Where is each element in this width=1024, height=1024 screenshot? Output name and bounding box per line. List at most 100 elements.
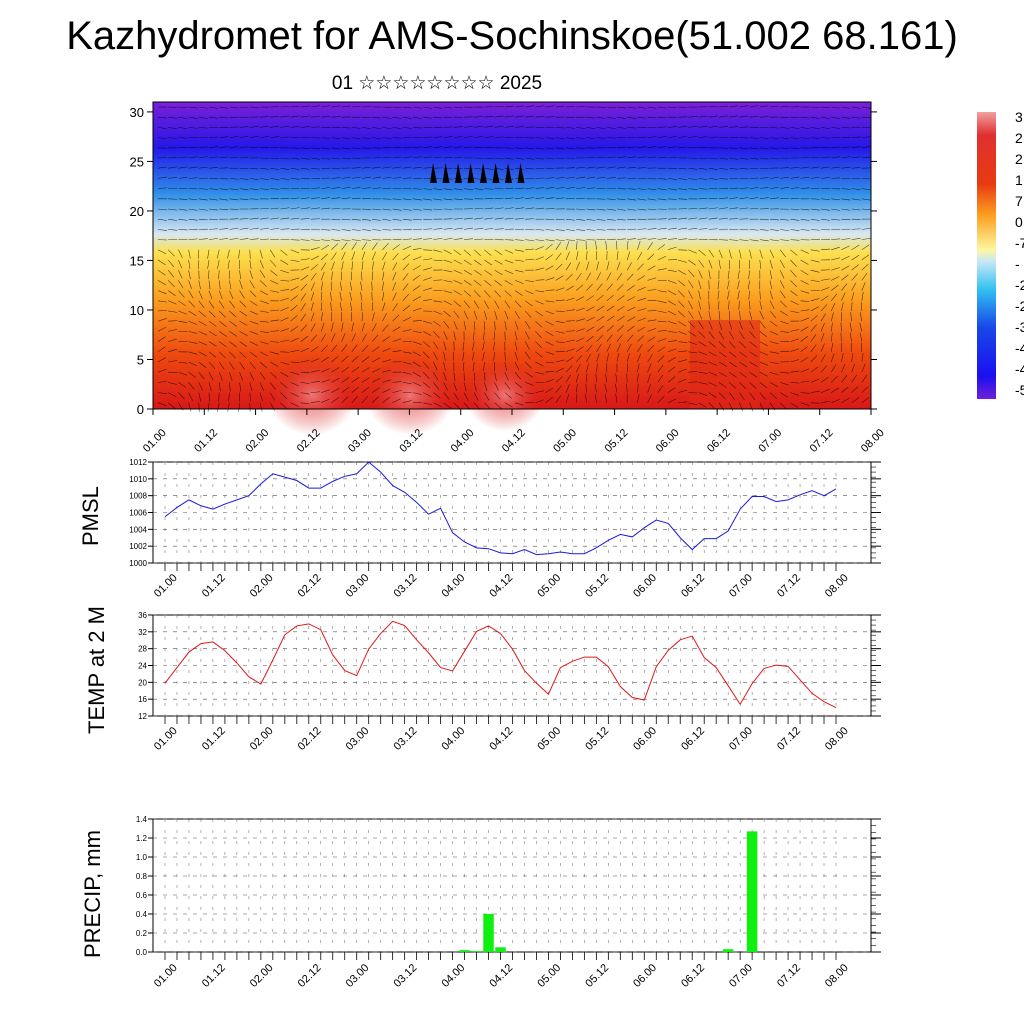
wind-vector bbox=[565, 365, 573, 373]
wind-vector bbox=[831, 257, 840, 261]
wind-vector bbox=[585, 383, 587, 393]
wind-vector bbox=[790, 338, 800, 342]
wind-vector bbox=[749, 402, 754, 412]
wind-vector bbox=[219, 310, 226, 318]
wind-vector bbox=[300, 258, 310, 261]
wind-vector bbox=[514, 105, 524, 108]
wind-vector bbox=[392, 166, 402, 169]
wind-vector bbox=[535, 229, 545, 231]
wind-vector bbox=[678, 188, 688, 191]
wind-vector bbox=[800, 249, 809, 254]
wind-vector bbox=[372, 127, 382, 130]
wind-vector bbox=[565, 309, 575, 312]
wind-vector bbox=[718, 217, 728, 220]
wind-vector bbox=[606, 261, 610, 271]
wind-vector bbox=[596, 261, 599, 271]
wind-vector bbox=[555, 263, 563, 271]
wind-vector bbox=[657, 346, 666, 353]
wind-vector bbox=[219, 237, 229, 240]
wind-vector bbox=[678, 238, 688, 240]
wind-vector bbox=[412, 382, 422, 387]
wind-vector bbox=[157, 290, 167, 295]
wind-vector bbox=[800, 259, 809, 265]
wind-vector bbox=[249, 361, 256, 370]
wind-vector bbox=[718, 321, 723, 330]
wind-vector bbox=[790, 290, 798, 297]
wind-vector bbox=[473, 300, 480, 309]
wind-vector bbox=[239, 218, 249, 220]
wind-vector bbox=[178, 310, 187, 315]
wind-vector bbox=[249, 382, 253, 392]
wind-vector bbox=[678, 280, 686, 287]
wind-vector bbox=[504, 300, 511, 309]
wind-vector bbox=[575, 261, 580, 271]
wind-vector bbox=[759, 371, 768, 377]
wind-vector bbox=[198, 361, 207, 368]
wind-vector bbox=[678, 217, 688, 220]
wind-vector bbox=[678, 178, 688, 180]
wind-vector bbox=[239, 146, 249, 149]
wind-vector bbox=[453, 136, 463, 138]
wind-vector bbox=[780, 167, 790, 169]
wind-vector bbox=[810, 176, 820, 179]
wind-vector bbox=[851, 254, 860, 261]
wind-vector bbox=[759, 208, 769, 210]
wind-vector bbox=[790, 137, 800, 140]
wind-vector bbox=[259, 310, 269, 313]
wind-vector bbox=[392, 326, 401, 332]
wind-vector bbox=[525, 157, 535, 160]
wind-vector bbox=[535, 310, 543, 317]
wind-vector bbox=[463, 249, 471, 256]
precip-bar bbox=[483, 914, 494, 952]
wind-vector bbox=[779, 270, 785, 279]
x-tick-label: 03.12 bbox=[392, 725, 420, 753]
wind-vector bbox=[382, 252, 388, 261]
wind-vector bbox=[321, 207, 331, 210]
wind-vector bbox=[790, 259, 797, 267]
wind-vector bbox=[626, 363, 629, 373]
wind-vector bbox=[280, 392, 288, 400]
wind-vector bbox=[310, 391, 320, 393]
wind-vector bbox=[392, 116, 402, 119]
wind-vector bbox=[606, 198, 616, 200]
y-tick-label: 1.0 bbox=[136, 853, 148, 862]
wind-vector bbox=[698, 259, 705, 268]
wind-vector bbox=[402, 361, 412, 365]
wind-vector bbox=[627, 188, 637, 190]
wind-vector bbox=[239, 136, 249, 138]
wind-vector bbox=[227, 402, 230, 412]
wind-vector bbox=[626, 334, 634, 342]
wind-vector bbox=[321, 137, 331, 139]
wind-vector bbox=[667, 310, 677, 316]
wind-vector bbox=[351, 366, 360, 373]
wind-vector bbox=[280, 361, 290, 365]
wind-vector bbox=[820, 248, 830, 251]
wind-vector bbox=[790, 382, 800, 384]
wind-vector bbox=[780, 106, 790, 108]
y-tick-label: 1006 bbox=[129, 509, 147, 518]
wind-vector bbox=[402, 245, 412, 251]
wind-vector bbox=[259, 217, 269, 220]
wind-vector bbox=[208, 372, 214, 381]
wind-vector bbox=[749, 310, 753, 320]
wind-vector bbox=[759, 402, 765, 411]
wind-vector bbox=[402, 382, 412, 385]
wind-vector bbox=[535, 267, 545, 271]
wind-vector bbox=[178, 290, 185, 298]
wind-vector bbox=[851, 106, 861, 109]
wind-vector bbox=[575, 240, 578, 250]
wind-vector bbox=[851, 146, 861, 149]
wind-vector bbox=[780, 371, 790, 374]
wind-vector bbox=[198, 198, 208, 201]
wind-vector bbox=[280, 269, 290, 274]
wind-vector bbox=[259, 188, 269, 190]
wind-vector bbox=[331, 344, 338, 352]
wind-vector bbox=[320, 271, 325, 281]
wind-vector bbox=[688, 146, 698, 149]
wind-vector bbox=[831, 387, 839, 393]
wind-vector bbox=[218, 270, 220, 280]
wind-vector bbox=[270, 290, 280, 293]
wind-vector bbox=[810, 208, 820, 211]
wind-vector bbox=[341, 251, 346, 261]
wind-vector bbox=[443, 361, 446, 371]
